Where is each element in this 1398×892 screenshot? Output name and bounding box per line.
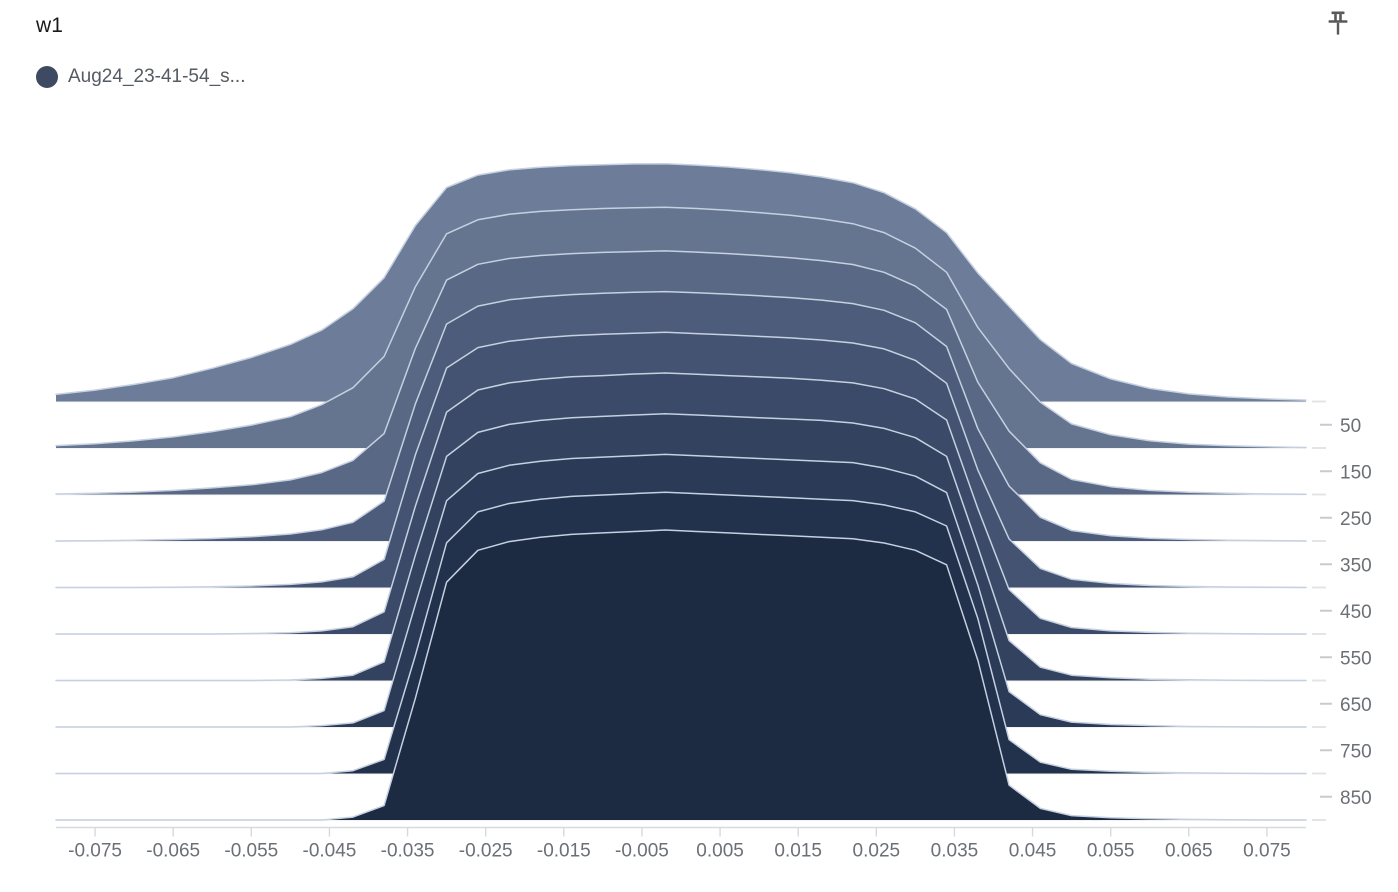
y-axis: 50 150 250 350 450 550 650 750 850 <box>1312 400 1372 821</box>
x-tick-label: 0.035 <box>931 841 979 862</box>
y-tick-label: 850 <box>1340 788 1372 809</box>
x-tick-label: 0.045 <box>1009 841 1057 862</box>
ridge-outline <box>55 529 1307 821</box>
x-tick-label: -0.075 <box>68 841 122 862</box>
x-tick-label: 0.005 <box>696 841 744 862</box>
x-tick-label: 0.025 <box>853 841 901 862</box>
legend-color-swatch <box>36 66 58 88</box>
ridge-outline <box>55 412 1307 682</box>
x-tick-label: -0.065 <box>146 841 200 862</box>
pushpin-icon[interactable] <box>1322 8 1354 40</box>
x-tick-label: 0.065 <box>1165 841 1213 862</box>
x-tick-label: 0.055 <box>1087 841 1135 862</box>
legend-item-label: Aug24_23-41-54_s... <box>68 66 246 87</box>
y-tick-label: 50 <box>1340 416 1361 437</box>
x-tick-label: -0.015 <box>537 841 591 862</box>
y-tick-label: 750 <box>1340 741 1372 762</box>
ridge-outline <box>55 491 1307 775</box>
x-tick-label: -0.045 <box>303 841 357 862</box>
ridge-outline <box>55 206 1307 449</box>
chart-legend[interactable]: Aug24_23-41-54_s... <box>36 66 245 88</box>
ridge-outline <box>55 453 1307 728</box>
x-tick-label: -0.005 <box>615 841 669 862</box>
y-tick-label: 450 <box>1340 602 1372 623</box>
y-tick-label: 250 <box>1340 509 1372 530</box>
page-title: w1 <box>36 14 64 37</box>
x-tick-label: 0.015 <box>774 841 822 862</box>
ridge-outline <box>55 372 1307 635</box>
ridge-outline <box>55 250 1307 496</box>
y-tick-label: 550 <box>1340 648 1372 669</box>
y-tick-label: 350 <box>1340 555 1372 576</box>
y-tick-label: 150 <box>1340 462 1372 483</box>
ridge-outline <box>55 331 1307 589</box>
ridge-series <box>55 162 1307 821</box>
x-tick-label: 0.075 <box>1243 841 1291 862</box>
ridge-outline <box>55 290 1307 542</box>
x-tick-label: -0.035 <box>381 841 435 862</box>
x-tick-label: -0.055 <box>224 841 278 862</box>
x-tick-label: -0.025 <box>459 841 513 862</box>
x-axis: -0.075 -0.065 -0.055 -0.045 -0.035 -0.025 -0.0… <box>56 826 1306 862</box>
ridge-fill <box>56 530 1306 820</box>
ridge-outline <box>55 162 1307 401</box>
y-tick-label: 650 <box>1340 695 1372 716</box>
ridge-850[interactable] <box>55 529 1307 821</box>
